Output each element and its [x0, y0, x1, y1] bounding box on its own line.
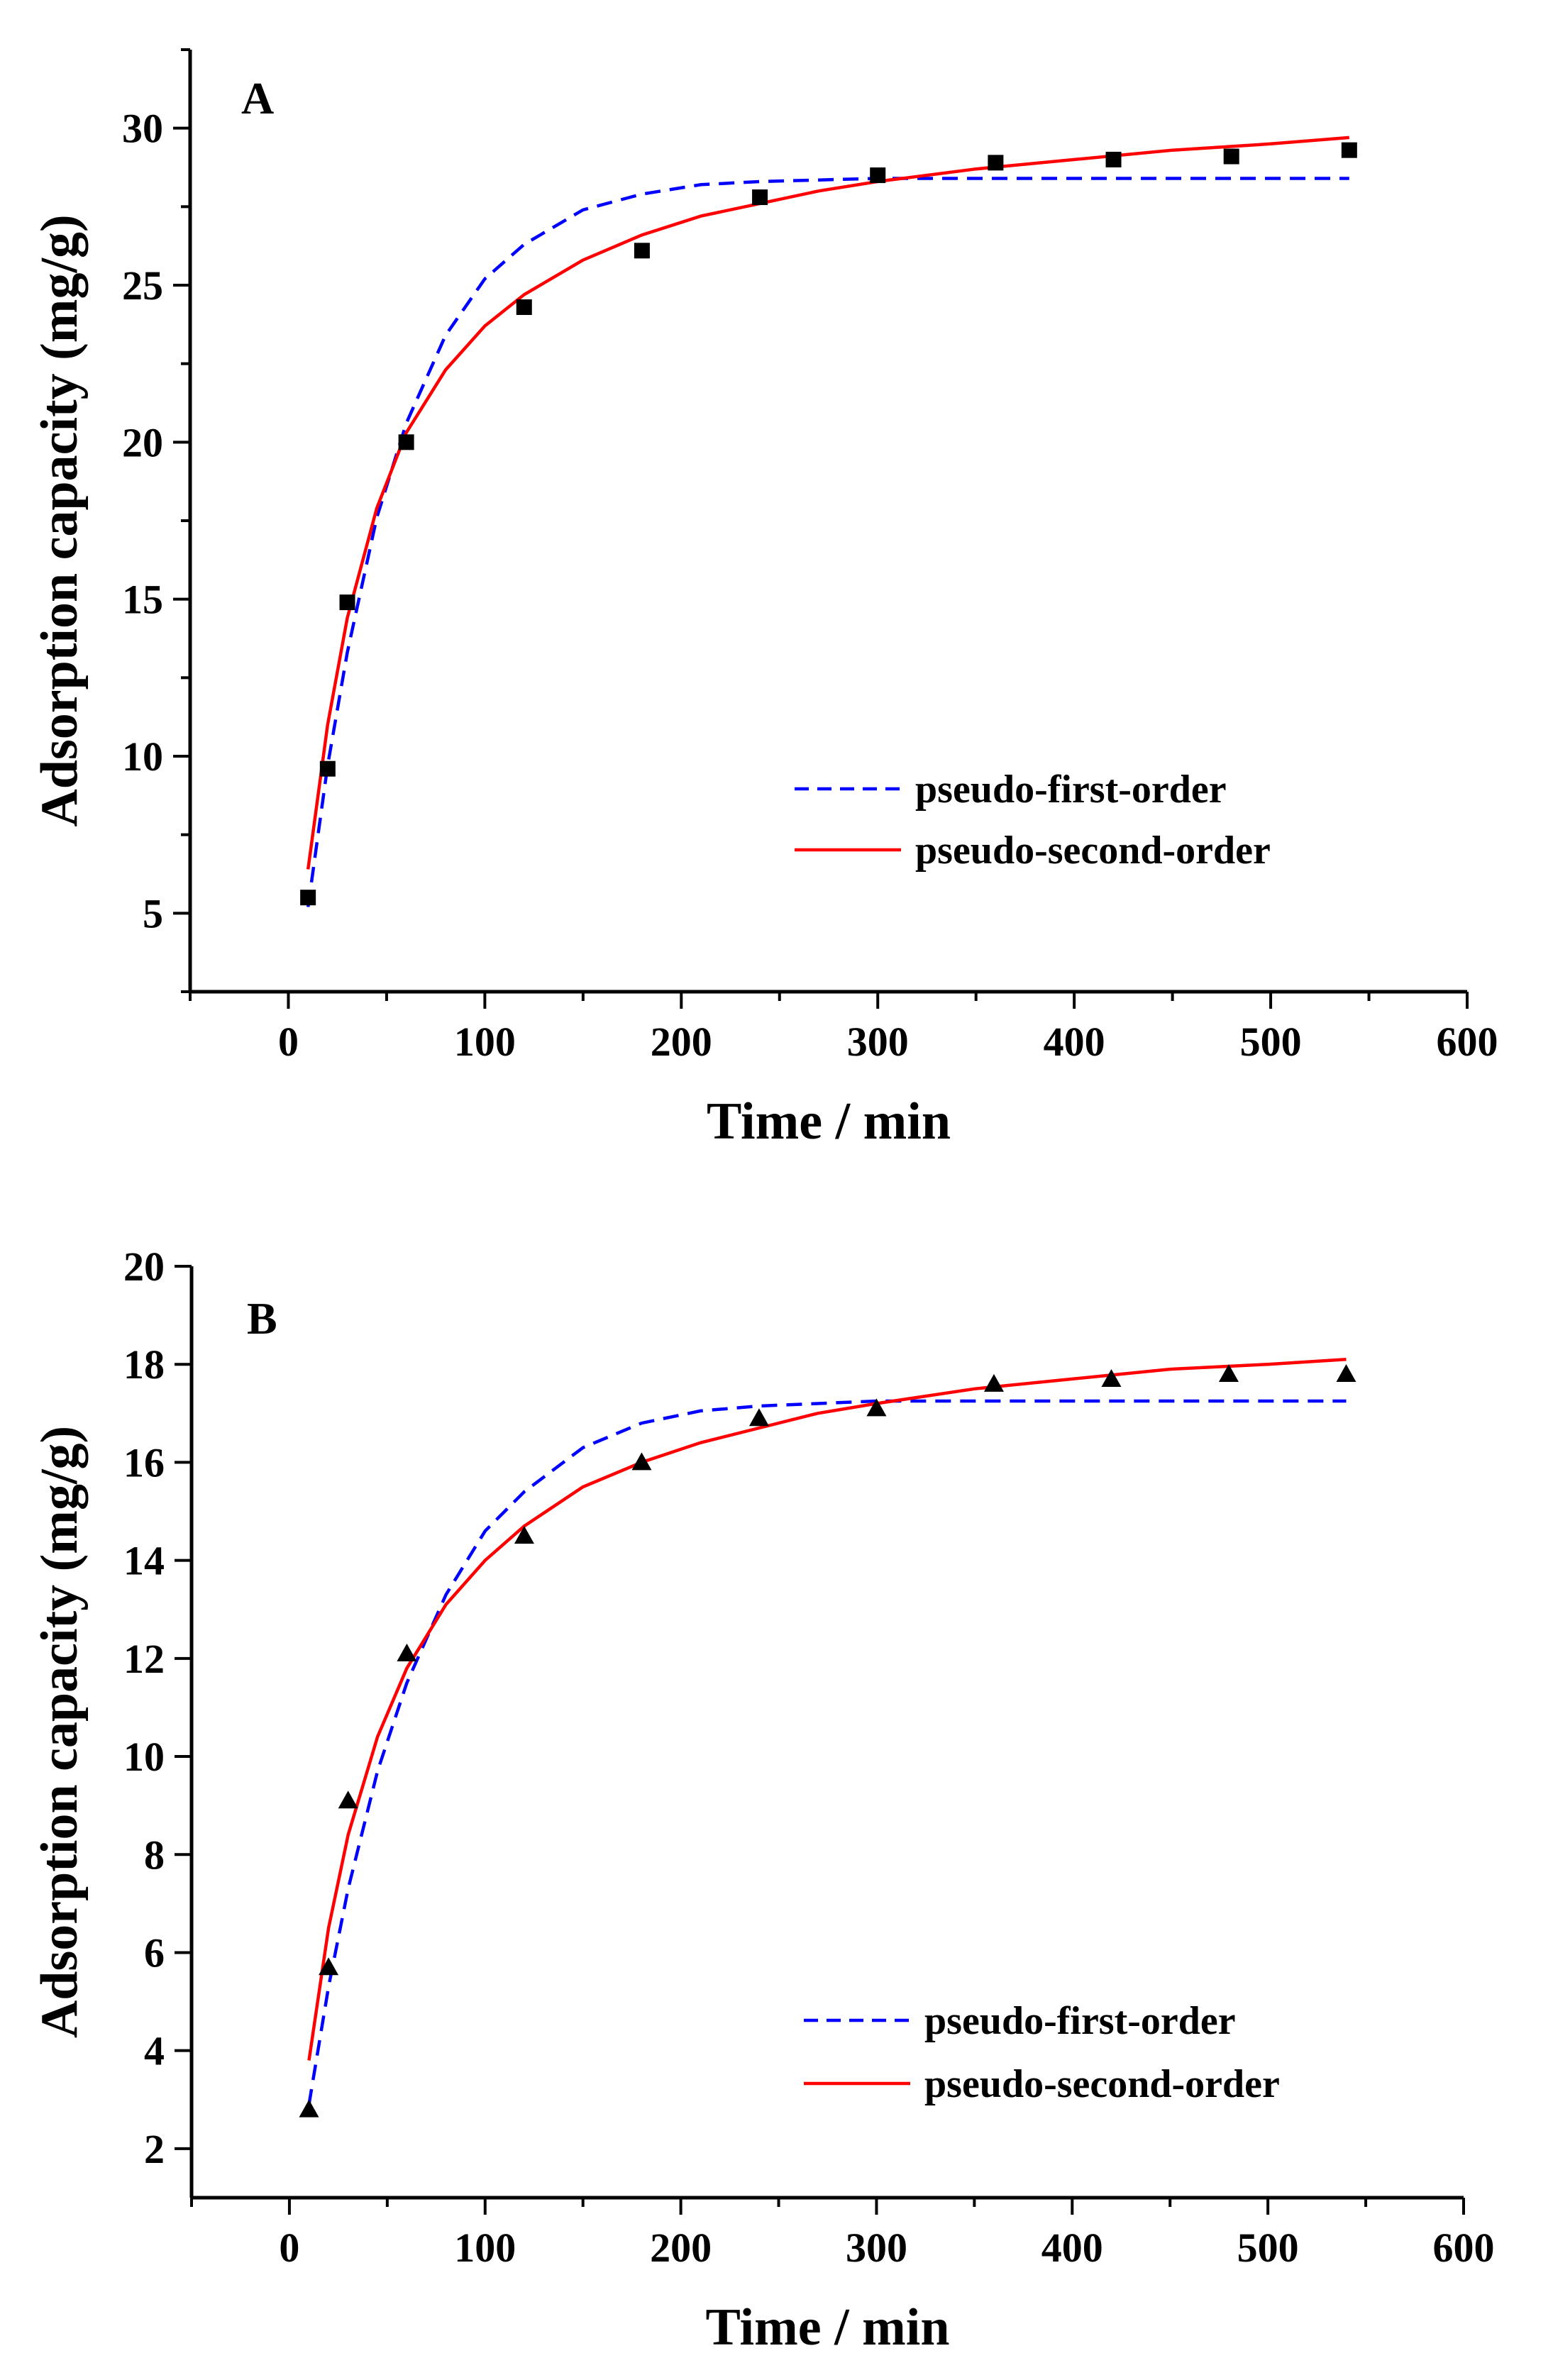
y-tick-label: 25 [122, 262, 163, 309]
panel-label: B [247, 1293, 277, 1344]
data-point [319, 760, 336, 777]
pseudo-second-order-curve [307, 1358, 1347, 2061]
x-tick-label: 200 [650, 2225, 712, 2271]
legend: pseudo-first-order pseudo-second-order [804, 1999, 1280, 2106]
data-point [983, 1373, 1004, 1392]
data-point [870, 167, 886, 184]
data-point [1341, 142, 1357, 158]
legend-label: pseudo-first-order [915, 768, 1227, 812]
y-tick-label: 18 [123, 1341, 165, 1388]
x-tick-label: 600 [1433, 2225, 1495, 2271]
data-point [748, 1408, 769, 1427]
legend-label: pseudo-second-order [915, 829, 1271, 873]
data-point [1101, 1368, 1122, 1387]
data-point [631, 1452, 652, 1471]
data-point [319, 1957, 339, 1976]
legend-label: pseudo-second-order [924, 2062, 1280, 2106]
chart-panel-b: 0 100 200 300 400 500 600 2 4 6 8 10 12 14 16 18 20 Time … [31, 1244, 1495, 2357]
y-tick-label: 10 [123, 1734, 165, 1780]
y-tick-label: 20 [122, 419, 163, 465]
data-point [1105, 151, 1122, 167]
x-tick-label: 0 [279, 2225, 299, 2271]
data-point [300, 890, 316, 906]
data-point [338, 1790, 358, 1809]
y-tick-label: 12 [123, 1636, 165, 1682]
data-point [299, 2099, 319, 2118]
data-point [752, 189, 768, 206]
x-tick-label: 200 [651, 1019, 712, 1065]
x-tick-label: 300 [846, 2225, 907, 2271]
y-tick-label: 2 [144, 2126, 165, 2172]
x-axis-title: Time / min [707, 1092, 951, 1151]
data-point [398, 434, 414, 450]
data-point [634, 243, 650, 259]
data-point [1336, 1364, 1356, 1383]
y-tick-label: 5 [143, 890, 163, 936]
y-tick-label: 16 [123, 1439, 165, 1485]
y-tick-label: 15 [122, 577, 163, 623]
pseudo-first-order-curve [307, 1399, 1347, 2105]
y-axis-title: Adsorption capacity (mg/g) [31, 1426, 89, 2038]
pseudo-second-order-curve [306, 135, 1349, 870]
panel-label: A [241, 73, 274, 123]
x-tick-label: 100 [454, 2225, 516, 2271]
y-axis-title: Adsorption capacity (mg/g) [31, 214, 89, 826]
data-point [1218, 1364, 1239, 1383]
x-tick-label: 100 [454, 1019, 516, 1065]
data-point [516, 299, 532, 315]
data-point [988, 155, 1004, 171]
chart-panel-a: 0 100 200 300 400 500 600 5 10 15 20 25 30 Time / min… [31, 48, 1498, 1151]
data-point [866, 1398, 887, 1417]
data-point [397, 1643, 417, 1661]
y-tick-label: 6 [144, 1930, 165, 1976]
data-point [514, 1526, 534, 1544]
x-tick-label: 0 [278, 1019, 299, 1065]
x-tick-label: 600 [1437, 1019, 1498, 1065]
x-tick-label: 300 [847, 1019, 909, 1065]
legend-label: pseudo-first-order [924, 1999, 1236, 2043]
data-point [1223, 148, 1239, 165]
legend: pseudo-first-order pseudo-second-order [795, 768, 1271, 873]
y-tick-label: 8 [144, 1832, 165, 1878]
data-point [339, 594, 355, 611]
y-tick-label: 20 [123, 1244, 165, 1290]
y-tick-label: 10 [122, 734, 163, 780]
x-axis-title: Time / min [706, 2298, 950, 2357]
y-tick-label: 30 [122, 106, 163, 152]
x-tick-label: 400 [1041, 2225, 1103, 2271]
x-tick-label: 500 [1240, 1019, 1302, 1065]
x-tick-label: 400 [1044, 1019, 1105, 1065]
x-tick-label: 500 [1237, 2225, 1299, 2271]
y-tick-label: 4 [144, 2028, 165, 2074]
pseudo-first-order-curve [306, 177, 1349, 907]
y-tick-label: 14 [123, 1538, 165, 1584]
